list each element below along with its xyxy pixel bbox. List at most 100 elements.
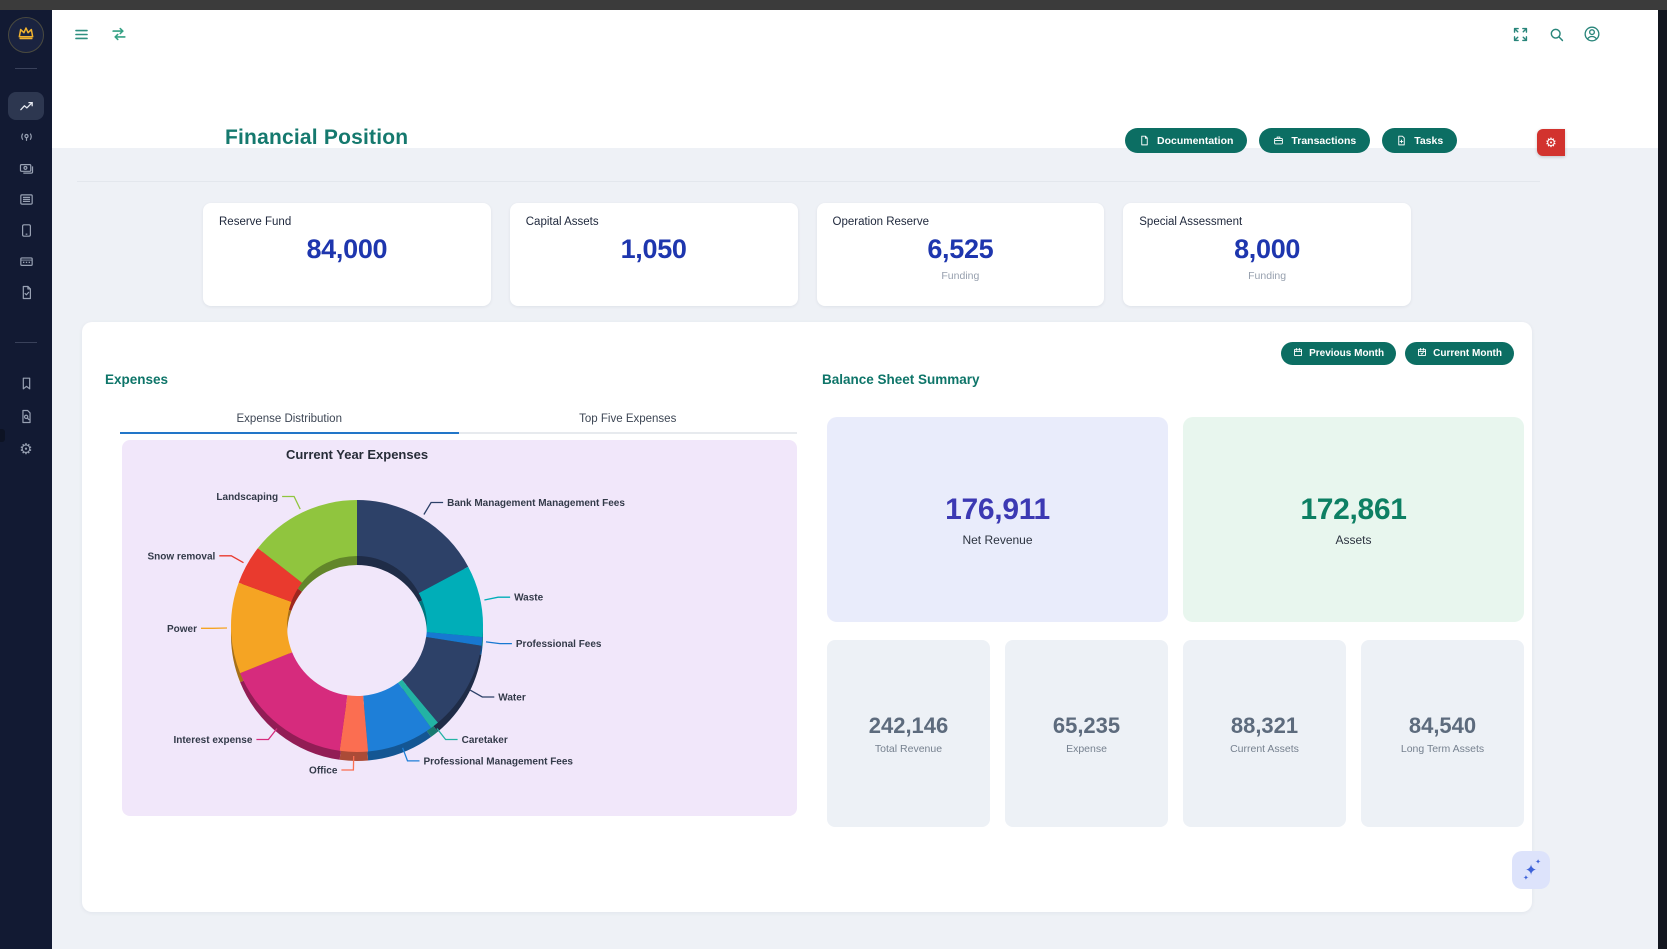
donut-slice[interactable]: [238, 548, 302, 602]
current-assets-value: 88,321: [1230, 712, 1299, 738]
donut-slice[interactable]: [339, 695, 369, 752]
donut-label-leader: [485, 641, 512, 645]
donut-slice-label: Professional Management Fees: [424, 756, 574, 767]
drawer-handle[interactable]: [0, 429, 5, 442]
long-term-assets-card[interactable]: 84,540 Long Term Assets: [1361, 640, 1524, 827]
sidebar-item-device[interactable]: [8, 216, 44, 244]
list-rows-icon: [18, 191, 35, 208]
net-revenue-card[interactable]: 176,911 Net Revenue: [827, 417, 1168, 622]
main-panel: Previous Month Current Month Expenses Ba…: [82, 322, 1532, 912]
donut-slice[interactable]: [398, 679, 438, 728]
donut-slice[interactable]: [426, 632, 483, 646]
donut-label-leader: [341, 755, 355, 771]
window-chrome-right: [1658, 0, 1667, 949]
expense-value: 65,235: [1052, 712, 1121, 738]
donut-slice-label: Professional Fees: [516, 639, 602, 650]
theme-settings-button[interactable]: ⚙: [1537, 129, 1565, 156]
long-term-assets-value: 84,540: [1408, 712, 1477, 738]
hamburger-menu-icon[interactable]: [70, 23, 92, 45]
bookmark-icon: [18, 375, 35, 392]
documentation-button-label: Documentation: [1157, 134, 1234, 147]
net-revenue-label: Net Revenue: [962, 532, 1033, 547]
topbar-right: [1509, 10, 1603, 58]
donut-slice-label: Interest expense: [173, 735, 252, 746]
sidebar-item-calculator[interactable]: [8, 247, 44, 275]
sidebar-item-bookmarks[interactable]: [8, 369, 44, 397]
total-revenue-card[interactable]: 242,146 Total Revenue: [827, 640, 990, 827]
tab-top-five-expenses[interactable]: Top Five Expenses: [458, 406, 797, 434]
donut-slice-label: Landscaping: [216, 492, 278, 503]
donut-slice[interactable]: [357, 500, 469, 594]
topbar: [52, 10, 1658, 58]
search-icon[interactable]: [1545, 23, 1567, 45]
stat-card-operation-reserve[interactable]: Operation Reserve 6,525 Funding: [816, 203, 1105, 306]
ai-assistant-button[interactable]: ✦ ✦ ✦: [1512, 851, 1550, 889]
sidebar-divider: [15, 68, 37, 69]
expense-donut-svg: Bank Management Management Fees Waste Prof…: [147, 492, 625, 777]
donut-label-leader: [256, 728, 278, 741]
current-assets-card[interactable]: 88,321 Current Assets: [1183, 640, 1346, 827]
sidebar-item-ledger[interactable]: [8, 185, 44, 213]
sidebar-item-audit[interactable]: [8, 402, 44, 430]
donut-slice[interactable]: [230, 582, 293, 674]
calendar-icon: [1293, 347, 1303, 360]
app-logo[interactable]: [8, 17, 44, 53]
current-month-button[interactable]: Current Month: [1405, 342, 1514, 365]
current-assets-label: Current Assets: [1230, 742, 1299, 755]
tab-label: Top Five Expenses: [579, 413, 677, 425]
month-buttons: Previous Month Current Month: [1281, 342, 1514, 365]
donut-slice-label: Waste: [514, 593, 544, 604]
sidebar-item-analytics[interactable]: [8, 92, 44, 120]
file-check-icon: [18, 284, 35, 301]
tasks-button[interactable]: Tasks: [1382, 128, 1458, 153]
account-icon[interactable]: [1581, 23, 1603, 45]
previous-month-button[interactable]: Previous Month: [1281, 342, 1397, 365]
sidebar-item-payments[interactable]: [8, 154, 44, 182]
sidebar-item-settings[interactable]: ⚙: [8, 435, 44, 463]
chart-title: Current Year Expenses: [285, 447, 429, 462]
stat-card-reserve-fund[interactable]: Reserve Fund 84,000: [203, 203, 491, 306]
documentation-button[interactable]: Documentation: [1125, 128, 1248, 153]
tablet-icon: [18, 222, 35, 239]
net-revenue-value: 176,911: [945, 492, 1050, 526]
sidebar: ⚙: [0, 10, 52, 949]
stat-card-special-assessment[interactable]: Special Assessment 8,000 Funding: [1123, 203, 1411, 306]
transactions-button[interactable]: Transactions: [1259, 128, 1371, 153]
donut-label-leader: [282, 495, 301, 510]
stat-label: Capital Assets: [525, 216, 599, 228]
fullscreen-icon[interactable]: [1509, 23, 1531, 45]
stat-sublabel: Funding: [1248, 270, 1287, 282]
expense-card[interactable]: 65,235 Expense: [1005, 640, 1168, 827]
donut-slice[interactable]: [363, 682, 432, 752]
tasks-button-label: Tasks: [1414, 134, 1444, 147]
sidebar-item-reports[interactable]: [8, 278, 44, 306]
window-chrome-top: [0, 0, 1667, 10]
tab-expense-distribution[interactable]: Expense Distribution: [120, 406, 459, 434]
swap-horizontal-icon[interactable]: [108, 23, 130, 45]
donut-slice-label: Office: [309, 766, 338, 777]
sidebar-item-beacon[interactable]: [8, 123, 44, 151]
stat-label: Special Assessment: [1139, 216, 1243, 228]
donut-slice-label: Water: [498, 693, 526, 704]
trending-chart-icon: [18, 98, 35, 115]
assets-card[interactable]: 172,861 Assets: [1183, 417, 1524, 622]
topbar-left: [70, 10, 130, 58]
briefcase-icon: [1273, 135, 1284, 146]
stat-value: 1,050: [620, 234, 687, 264]
beacon-person-icon: [18, 129, 35, 146]
donut-slice[interactable]: [240, 652, 348, 751]
sparkles-icon: ✦: [1524, 861, 1538, 879]
stat-card-capital-assets[interactable]: Capital Assets 1,050: [509, 203, 798, 306]
donut-slice[interactable]: [257, 499, 357, 583]
donut-label-leader: [469, 689, 495, 698]
stat-value: 8,000: [1234, 234, 1301, 264]
stat-label: Operation Reserve: [832, 216, 930, 228]
donut-slice[interactable]: [418, 566, 483, 638]
donut-slice[interactable]: [402, 637, 482, 723]
crown-icon: [16, 23, 36, 48]
stat-value: 84,000: [306, 234, 388, 264]
header-actions: Documentation Transactions Tasks: [1125, 128, 1458, 153]
total-revenue-value: 242,146: [868, 712, 949, 738]
assets-value: 172,861: [1300, 492, 1407, 526]
